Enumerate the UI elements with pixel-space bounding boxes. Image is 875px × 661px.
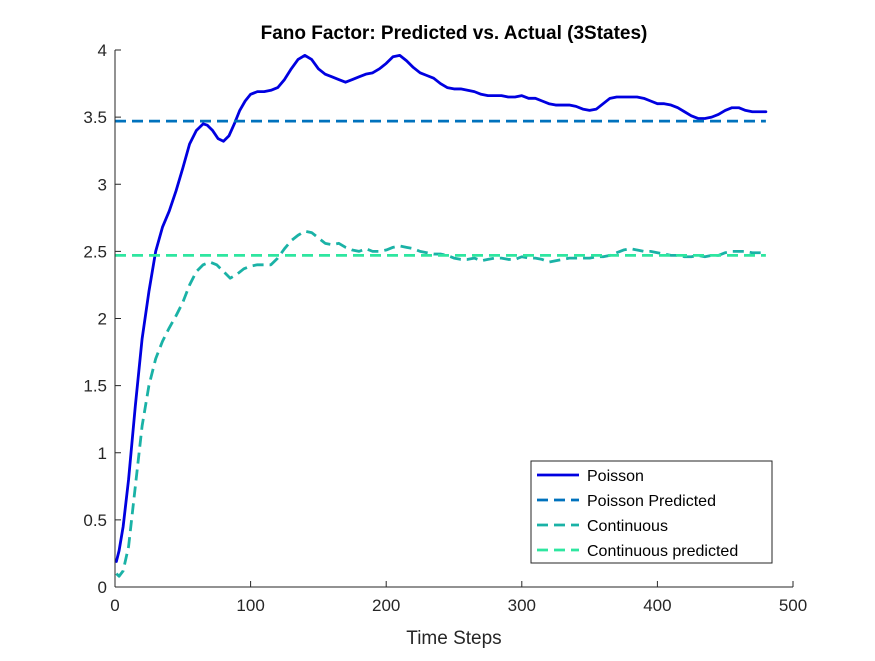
legend-label: Continuous predicted [587,543,738,560]
x-tick-label: 0 [110,596,119,615]
y-tick-label: 3 [98,175,107,194]
legend: Poisson Poisson Predicted Continuous Contin… [530,460,773,564]
y-tick-label: 2.5 [83,242,107,261]
series-line-2 [115,229,766,578]
chart-title: Fano Factor: Predicted vs. Actual (3Stat… [261,23,648,44]
x-tick-label: 200 [372,596,400,615]
series-line-0 [114,53,768,563]
y-tick-label: 0.5 [83,511,107,530]
legend-box [530,460,773,564]
y-tick-label: 0 [98,578,107,597]
x-axis-label: Time Steps [406,628,501,649]
x-tick-label: 500 [779,596,807,615]
y-tick-label: 1.5 [83,377,107,396]
y-tick-label: 1 [98,444,107,463]
x-tick-label: 400 [643,596,671,615]
axes: 0 100 200 300 400 500 0 0.5 1 1.5 2 2.5 3 3.5 4 [83,41,807,615]
y-tick-label: 4 [98,41,107,60]
legend-label: Continuous [587,518,668,535]
y-tick-label: 2 [98,310,107,329]
legend-label: Poisson [587,468,644,485]
y-tick-label: 3.5 [83,108,107,127]
x-tick-label: 300 [508,596,536,615]
x-tick-label: 100 [236,596,264,615]
plot-area [114,53,768,578]
legend-label: Poisson Predicted [587,493,716,510]
